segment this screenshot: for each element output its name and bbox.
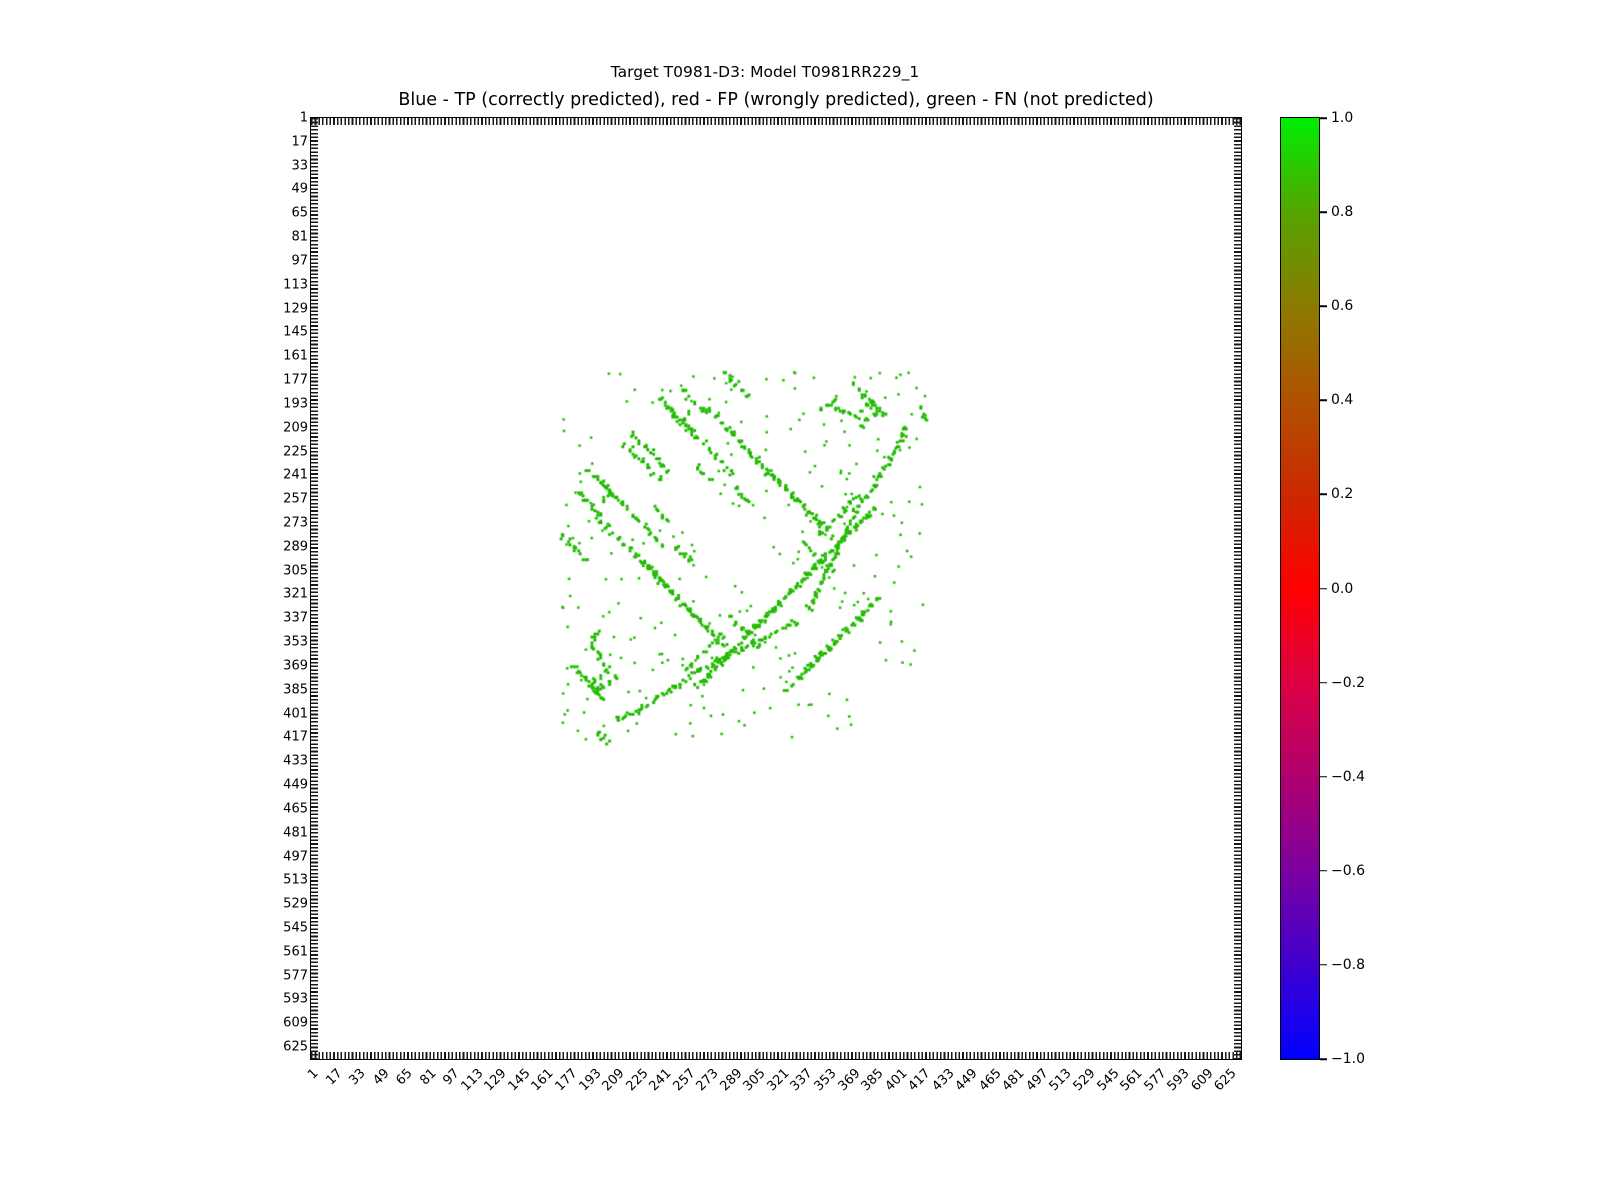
- y-axis-tick-label: 113: [283, 277, 308, 293]
- contact-map-canvas: [311, 118, 1241, 1059]
- y-axis-tick-label: 337: [283, 610, 308, 626]
- y-axis-tick-label: 97: [291, 253, 308, 269]
- y-axis-tick-label: 481: [283, 825, 308, 841]
- colorbar-tick-label: 1.0: [1331, 110, 1354, 126]
- y-axis-tick-label: 17: [291, 134, 308, 150]
- y-axis-tick-label: 209: [283, 420, 308, 436]
- colorbar-tick-label: −0.8: [1331, 956, 1365, 973]
- y-axis-tick-label: 625: [283, 1039, 308, 1055]
- y-axis-tick-label: 177: [283, 372, 308, 388]
- colorbar-tick-label: 0.0: [1331, 580, 1354, 597]
- y-axis-tick-label: 577: [283, 968, 308, 984]
- y-axis-tick-label: 561: [283, 944, 308, 960]
- y-axis-tick-label: 449: [283, 777, 308, 793]
- colorbar-tick-label: 0.6: [1331, 298, 1354, 315]
- y-axis-tick-label: 305: [283, 563, 308, 579]
- colorbar-tick-label: 0.2: [1331, 486, 1354, 503]
- colorbar-tick-label: −0.2: [1331, 674, 1365, 691]
- y-axis-tick-label: 513: [283, 872, 308, 888]
- colorbar-tick-mark: [1320, 1058, 1327, 1060]
- colorbar-tick-label: −0.6: [1331, 862, 1365, 879]
- y-axis-tick-label: 81: [291, 229, 308, 245]
- y-axis-tick-label: 385: [283, 682, 308, 698]
- colorbar-tick-label: 0.4: [1331, 392, 1354, 409]
- y-axis-tick-label: 417: [283, 729, 308, 745]
- colorbar-tick-mark: [1320, 305, 1327, 307]
- y-axis-tick-label: 593: [283, 991, 308, 1007]
- y-axis-tick-label: 529: [283, 896, 308, 912]
- colorbar-tick-mark: [1320, 775, 1327, 778]
- y-axis-tick-label: 129: [283, 301, 308, 317]
- y-axis-tick-label: 369: [283, 658, 308, 674]
- chart-legend-caption: Blue - TP (correctly predicted), red - F…: [398, 90, 1154, 110]
- contact-map-plot-area: [310, 117, 1242, 1060]
- y-axis-tick-label: 241: [283, 467, 308, 483]
- y-axis-tick-label: 65: [291, 205, 308, 221]
- colorbar-gradient: [1281, 118, 1319, 1059]
- y-axis-tick-label: 161: [283, 348, 308, 364]
- y-axis-tick-label: 609: [283, 1015, 308, 1031]
- y-axis-tick-label: 321: [283, 586, 308, 602]
- colorbar-tick-mark: [1320, 587, 1327, 590]
- y-axis-tick-label: 545: [283, 920, 308, 936]
- y-axis-tick-label: 497: [283, 849, 308, 864]
- y-axis-tick-label: 225: [283, 444, 308, 460]
- colorbar-tick-mark: [1320, 964, 1327, 966]
- colorbar-tick-label: −0.4: [1331, 768, 1365, 785]
- y-axis-tick-label: 145: [283, 324, 308, 340]
- colorbar-tick-mark: [1320, 117, 1327, 119]
- colorbar-tick-label: −1.0: [1331, 1051, 1365, 1067]
- y-axis-tick-label: 289: [283, 539, 308, 555]
- y-axis-tick-label: 193: [283, 396, 308, 412]
- y-axis-tick-label: 433: [283, 753, 308, 769]
- y-axis-tick-label: 465: [283, 801, 308, 817]
- colorbar-tick-mark: [1320, 211, 1327, 213]
- colorbar-tick-label: 0.8: [1331, 204, 1354, 221]
- y-axis-tick-label: 33: [291, 158, 308, 174]
- colorbar-tick-mark: [1320, 870, 1327, 872]
- y-axis-tick-label: 257: [283, 491, 308, 507]
- y-axis-tick-label: 353: [283, 634, 308, 650]
- y-axis-tick-label: 1: [299, 110, 308, 126]
- colorbar-tick-mark: [1320, 681, 1327, 684]
- colorbar-tick-mark: [1320, 493, 1327, 496]
- y-axis-tick-label: 273: [283, 515, 308, 531]
- y-axis-tick-label: 49: [291, 181, 308, 197]
- chart-title-line1: Target T0981-D3: Model T0981RR229_1: [610, 63, 920, 81]
- colorbar: [1280, 117, 1320, 1060]
- y-axis-tick-label: 401: [283, 706, 308, 722]
- colorbar-tick-mark: [1320, 399, 1327, 402]
